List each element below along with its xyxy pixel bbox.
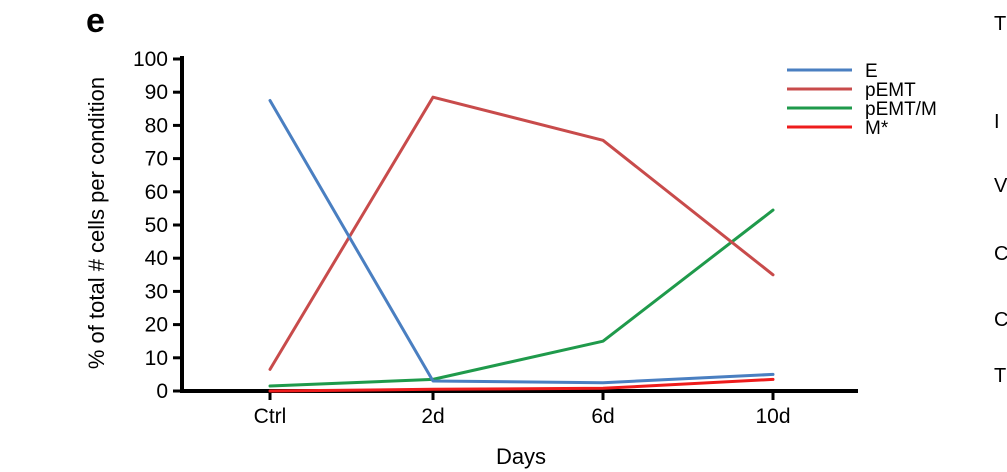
edge-glyph: T — [994, 365, 1007, 387]
y-tick-label: 80 — [145, 114, 168, 137]
x-tick-label: 6d — [591, 405, 614, 428]
x-tick-label: 10d — [755, 405, 790, 428]
edge-glyph: C — [994, 309, 1007, 331]
edge-glyph: T — [994, 13, 1007, 35]
y-tick-label: 50 — [145, 214, 168, 237]
y-tick-label: 30 — [145, 280, 168, 303]
y-axis-title: % of total # cells per condition — [84, 77, 109, 369]
y-tick-label: 60 — [145, 181, 168, 204]
panel-label: e — [86, 2, 105, 40]
edge-glyph: I — [994, 111, 1000, 133]
edge-glyph: V — [994, 175, 1007, 197]
series-line-m- — [268, 377, 775, 393]
y-tick-label: 10 — [145, 347, 168, 370]
y-tick-label: 0 — [156, 380, 168, 403]
y-tick-label: 20 — [145, 314, 168, 337]
y-tick-label: 40 — [145, 247, 168, 270]
y-tick-label: 70 — [145, 148, 168, 171]
legend-label: pEMT — [865, 80, 916, 101]
x-tick-label: Ctrl — [254, 405, 287, 428]
legend-label: M* — [865, 118, 889, 139]
series-line-pemt — [268, 95, 775, 371]
series-line-pemt-m — [268, 208, 775, 388]
series-line-e — [268, 99, 775, 385]
legend-label: pEMT/M — [865, 99, 937, 120]
x-axis-title: Days — [496, 444, 546, 469]
y-tick-label: 100 — [133, 48, 168, 71]
edge-glyph: C — [994, 243, 1007, 265]
legend-label: E — [865, 61, 878, 82]
y-tick-label: 90 — [145, 81, 168, 104]
x-tick-label: 2d — [421, 405, 444, 428]
